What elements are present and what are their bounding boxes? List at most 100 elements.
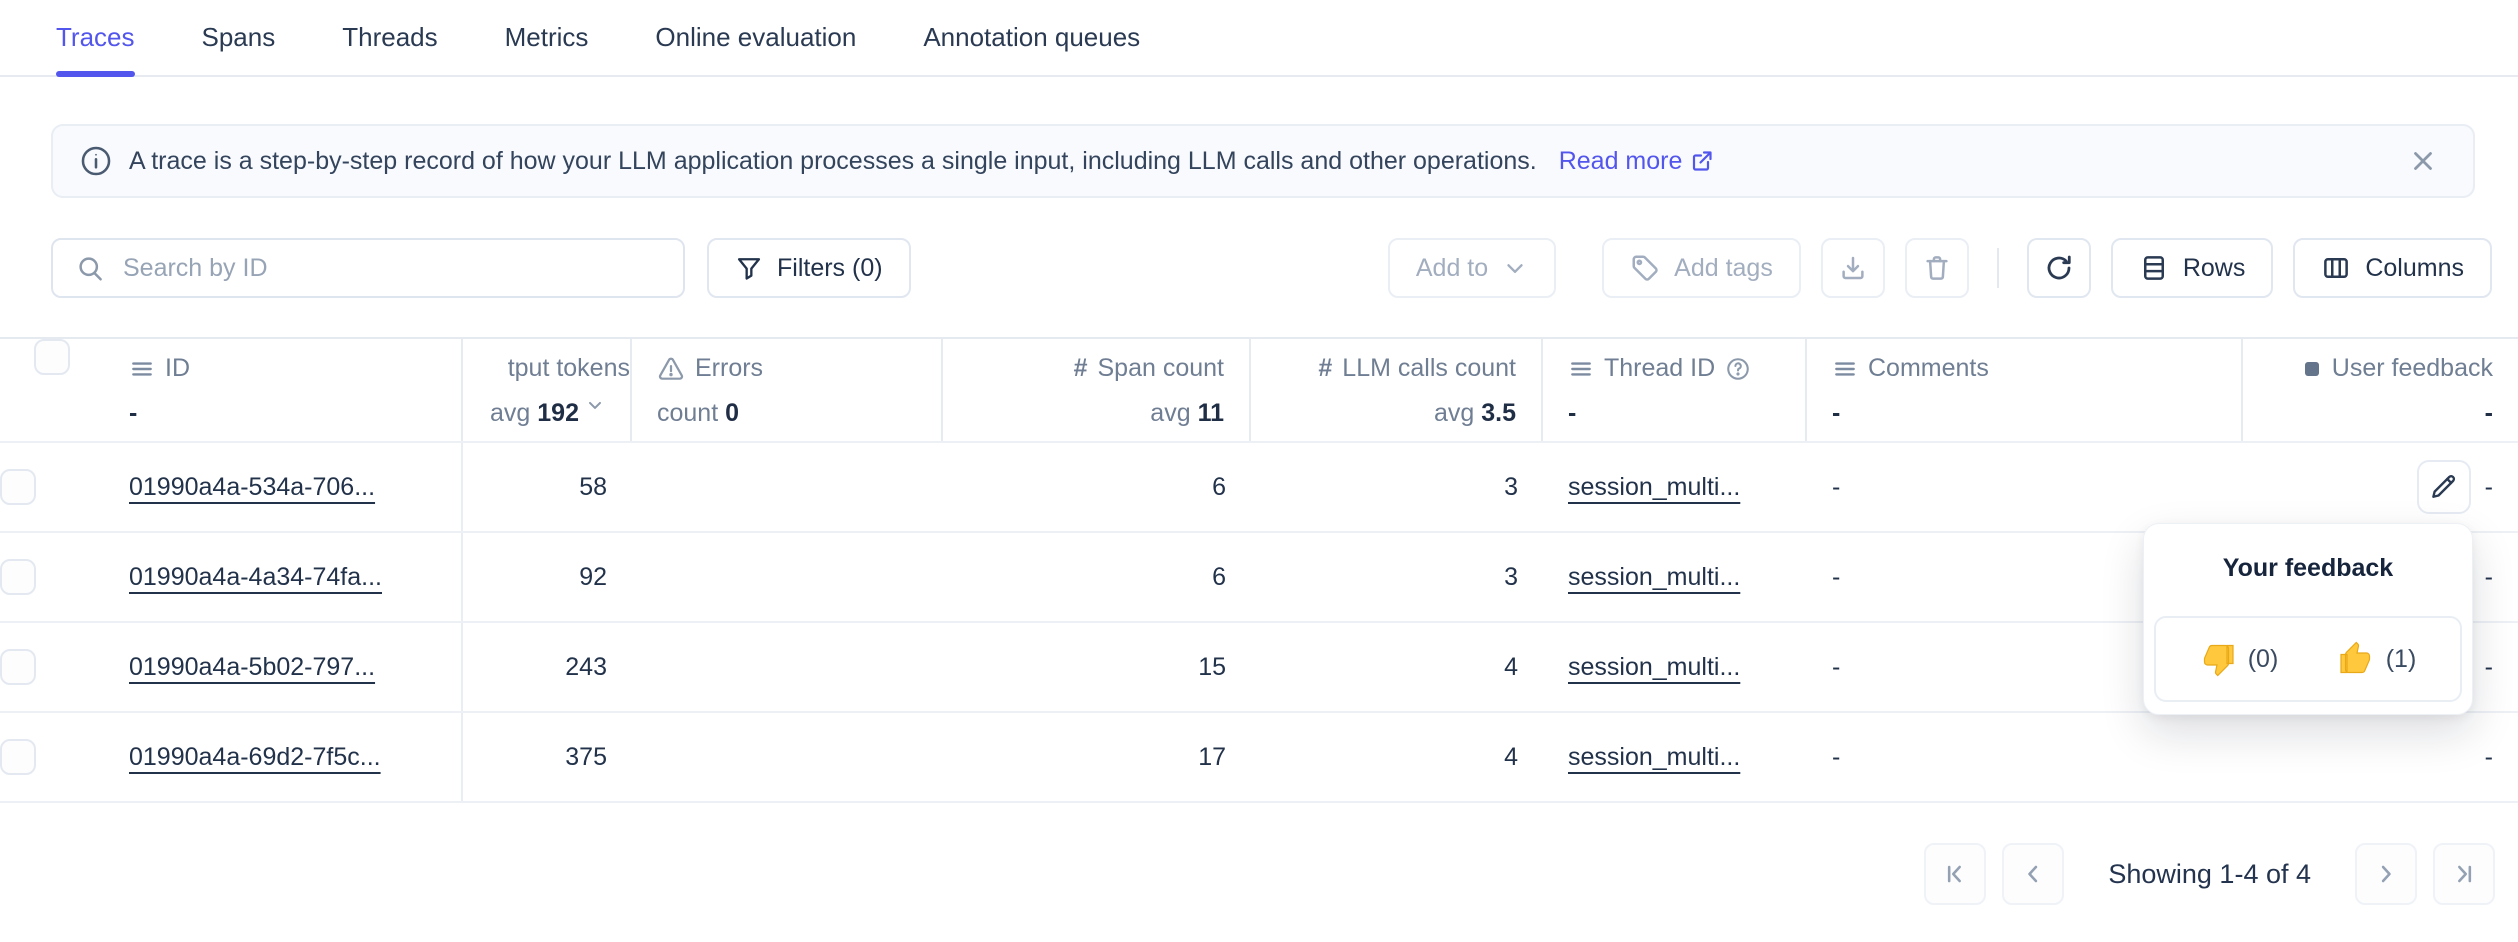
add-to-button[interactable]: Add to xyxy=(1387,238,1557,298)
span-count-cell: 6 xyxy=(1212,562,1226,591)
columns-icon xyxy=(2324,258,2349,278)
comments-cell: - xyxy=(1832,562,1841,591)
columns-button[interactable]: Columns xyxy=(2293,238,2492,298)
tab-spans[interactable]: Spans xyxy=(201,22,276,52)
feedback-popup-title: Your feedback xyxy=(2222,554,2394,582)
thread-id-cell: session_multi... xyxy=(1543,533,1807,621)
table-row: 01990a4a-69d2-7f5c... 375 17 4 session_m… xyxy=(0,713,2518,803)
row-checkbox[interactable] xyxy=(0,469,36,505)
table-row: 01990a4a-5b02-797... 243 15 4 session_mu… xyxy=(0,623,2518,713)
thumbs-down-icon xyxy=(2203,644,2234,677)
column-header-user-feedback[interactable]: User feedback - xyxy=(2243,339,2518,441)
output-tokens-cell: 243 xyxy=(565,652,607,681)
help-circle-icon xyxy=(1727,357,1749,380)
tab-online-evaluation[interactable]: Online evaluation xyxy=(655,22,857,52)
hash-icon: # xyxy=(1318,354,1333,382)
list-icon xyxy=(132,361,152,376)
user-feedback-cell: - xyxy=(2484,652,2493,681)
errors-cell xyxy=(632,533,943,621)
tab-traces[interactable]: Traces xyxy=(56,0,135,77)
column-header-comments[interactable]: Comments - xyxy=(1807,339,2243,441)
banner-close-button[interactable] xyxy=(2399,137,2447,185)
user-feedback-cell: - xyxy=(2484,742,2493,771)
errors-cell xyxy=(632,623,943,711)
llm-calls-count-cell: 3 xyxy=(1504,562,1518,591)
row-checkbox[interactable] xyxy=(0,739,36,775)
header-checkbox-cell xyxy=(0,339,104,441)
pagination-status: Showing 1-4 of 4 xyxy=(2108,858,2311,889)
toolbar-divider xyxy=(1996,248,1999,288)
add-tags-button[interactable]: Add tags xyxy=(1602,238,1801,298)
id-cell: 01990a4a-69d2-7f5c... xyxy=(104,713,463,801)
row-checkbox[interactable] xyxy=(0,649,36,685)
output-tokens-cell: 375 xyxy=(565,742,607,771)
thumbs-up-button[interactable]: (1) xyxy=(2332,640,2423,678)
column-header-thread-id[interactable]: Thread ID - xyxy=(1543,339,1807,441)
first-page-button[interactable] xyxy=(1924,843,1987,905)
user-feedback-cell: - xyxy=(2243,443,2518,531)
user-feedback-cell: - xyxy=(2484,562,2493,591)
thread-id-link[interactable]: session_multi... xyxy=(1568,472,1741,501)
tab-annotation-queues[interactable]: Annotation queues xyxy=(923,22,1141,52)
comments-cell: - xyxy=(1832,652,1841,681)
previous-page-button[interactable] xyxy=(2002,843,2065,905)
comments-cell: - xyxy=(1832,472,1841,501)
output-tokens-cell: 58 xyxy=(579,472,607,501)
feedback-popup: Your feedback (0) (1) xyxy=(2143,523,2473,715)
column-header-id[interactable]: ID - xyxy=(104,339,463,441)
trace-id-link[interactable]: 01990a4a-69d2-7f5c... xyxy=(129,742,381,771)
filter-funnel-icon xyxy=(737,258,761,280)
edit-feedback-button[interactable] xyxy=(2416,460,2471,514)
errors-cell xyxy=(632,713,943,801)
table-body: 01990a4a-534a-706... 58 6 3 session_mult… xyxy=(0,443,2518,803)
thread-id-cell: session_multi... xyxy=(1543,623,1807,711)
thread-id-cell: session_multi... xyxy=(1543,443,1807,531)
id-cell: 01990a4a-5b02-797... xyxy=(104,623,463,711)
span-count-cell: 17 xyxy=(1198,742,1226,771)
download-button[interactable] xyxy=(1820,238,1885,298)
thread-id-link[interactable]: session_multi... xyxy=(1568,562,1741,591)
filters-button[interactable]: Filters (0) xyxy=(707,238,911,298)
tab-threads[interactable]: Threads xyxy=(342,22,438,52)
column-header-llm-calls-count[interactable]: # LLM calls count avg 3.5 xyxy=(1251,339,1543,441)
thumbs-down-button[interactable]: (0) xyxy=(2194,640,2285,678)
table-header: ID - tput tokens avg 192 Errors count 0 … xyxy=(0,337,2518,443)
download-icon xyxy=(1842,256,1864,280)
row-checkbox[interactable] xyxy=(0,559,36,595)
trace-id-link[interactable]: 01990a4a-534a-706... xyxy=(129,472,376,501)
thread-id-link[interactable]: session_multi... xyxy=(1568,742,1741,771)
close-icon xyxy=(2414,152,2432,170)
info-icon xyxy=(79,144,113,178)
last-page-icon xyxy=(2458,865,2472,883)
column-header-errors[interactable]: Errors count 0 xyxy=(632,339,943,441)
table-row: 01990a4a-534a-706... 58 6 3 session_mult… xyxy=(0,443,2518,533)
chevron-right-icon xyxy=(2381,865,2391,883)
sort-chevron-icon xyxy=(589,401,601,409)
list-icon xyxy=(1835,361,1855,376)
span-count-cell: 15 xyxy=(1198,652,1226,681)
read-more-link[interactable]: Read more xyxy=(1559,147,1715,176)
llm-calls-count-cell: 3 xyxy=(1504,472,1518,501)
delete-button[interactable] xyxy=(1904,238,1969,298)
refresh-button[interactable] xyxy=(2026,238,2091,298)
trace-id-link[interactable]: 01990a4a-5b02-797... xyxy=(129,652,376,681)
rows-button[interactable]: Rows xyxy=(2110,238,2274,298)
tag-icon xyxy=(1632,255,1658,281)
thread-id-cell: session_multi... xyxy=(1543,713,1807,801)
thread-id-link[interactable]: session_multi... xyxy=(1568,652,1741,681)
trace-id-link[interactable]: 01990a4a-4a34-74fa... xyxy=(129,562,382,591)
column-header-span-count[interactable]: # Span count avg 11 xyxy=(943,339,1251,441)
table-toolbar: Filters (0) Add to Add tags xyxy=(0,238,2518,298)
next-page-button[interactable] xyxy=(2355,843,2417,905)
select-all-checkbox[interactable] xyxy=(34,339,70,375)
tab-metrics[interactable]: Metrics xyxy=(504,22,589,52)
warning-triangle-icon xyxy=(658,357,684,380)
id-cell: 01990a4a-534a-706... xyxy=(104,443,463,531)
llm-calls-count-cell: 4 xyxy=(1504,742,1518,771)
feedback-options: (0) (1) xyxy=(2154,616,2462,702)
last-page-button[interactable] xyxy=(2433,843,2495,905)
column-header-output-tokens[interactable]: tput tokens avg 192 xyxy=(463,339,632,441)
thumbs-up-icon xyxy=(2340,641,2370,674)
search-input[interactable] xyxy=(121,252,661,284)
banner-text: A trace is a step-by-step record of how … xyxy=(129,146,1537,175)
